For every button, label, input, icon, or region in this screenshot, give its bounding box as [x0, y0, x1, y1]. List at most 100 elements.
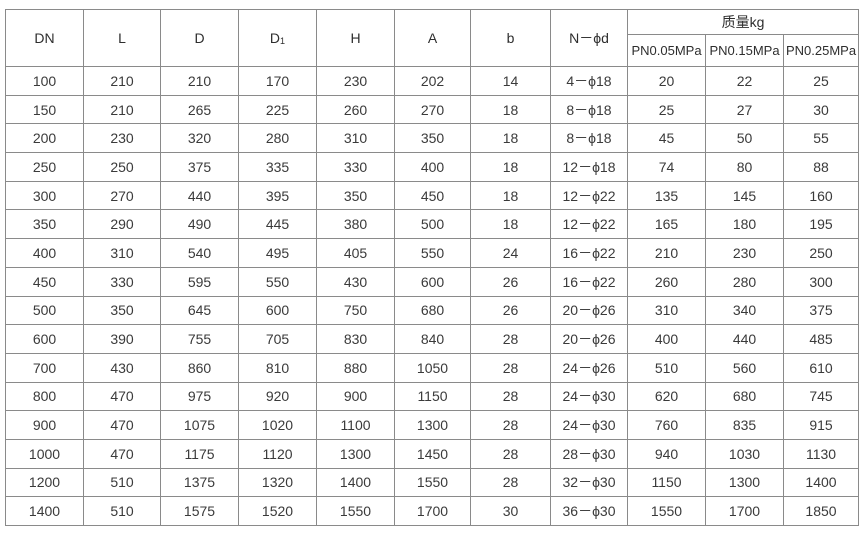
cell-mass-pn025: 610 — [782, 352, 860, 383]
header-dn: DN — [5, 9, 84, 67]
cell-dn: 1000 — [5, 438, 84, 469]
cell-l: 210 — [83, 66, 161, 96]
cell-b: 18 — [470, 180, 551, 211]
cell-d1: 550 — [238, 266, 317, 297]
table-row: 700 430 860 810 880 1050 28 24－ϕ26 510 560 610 — [5, 352, 860, 383]
cell-b: 28 — [470, 381, 551, 412]
cell-dn: 200 — [5, 123, 84, 154]
cell-bolt-holes: 24－ϕ26 — [550, 352, 628, 383]
cell-h: 830 — [316, 324, 395, 354]
cell-b: 18 — [470, 94, 551, 125]
cell-l: 510 — [83, 496, 161, 526]
cell-mass-pn005: 210 — [627, 238, 706, 268]
cell-mass-pn005: 940 — [627, 438, 706, 469]
cell-mass-pn005: 400 — [627, 324, 706, 354]
table-row: 300 270 440 395 350 450 18 12－ϕ22 135 145 160 — [5, 180, 860, 211]
cell-mass-pn015: 560 — [705, 352, 784, 383]
cell-dn: 150 — [5, 94, 84, 125]
cell-mass-pn005: 74 — [627, 152, 706, 182]
cell-l: 430 — [83, 352, 161, 383]
cell-bolt-holes: 28－ϕ30 — [550, 438, 628, 469]
cell-mass-pn015: 145 — [705, 180, 784, 211]
cell-dn: 450 — [5, 266, 84, 297]
cell-b: 26 — [470, 295, 551, 326]
cell-bolt-holes: 16－ϕ22 — [550, 266, 628, 297]
header-mass-group: 质量kg — [626, 9, 860, 35]
cell-h: 260 — [316, 94, 395, 125]
cell-mass-pn015: 22 — [705, 66, 784, 96]
cell-d: 320 — [160, 123, 239, 154]
cell-mass-pn005: 1550 — [627, 496, 706, 526]
header-mass-pn005: PN0.05MPa — [627, 34, 706, 67]
cell-dn: 900 — [5, 410, 84, 440]
cell-l: 330 — [83, 266, 161, 297]
cell-dn: 300 — [5, 180, 84, 211]
cell-dn: 1400 — [5, 496, 84, 526]
cell-bolt-holes: 12－ϕ22 — [550, 180, 628, 211]
cell-a: 1550 — [394, 467, 471, 498]
cell-a: 1300 — [394, 410, 471, 440]
cell-mass-pn025: 1130 — [782, 438, 860, 469]
cell-mass-pn005: 260 — [627, 266, 706, 297]
cell-h: 380 — [316, 209, 395, 240]
cell-mass-pn025: 1400 — [782, 467, 860, 498]
cell-mass-pn025: 250 — [782, 238, 860, 268]
cell-dn: 400 — [5, 238, 84, 268]
cell-mass-pn005: 620 — [627, 381, 706, 412]
header-h: H — [316, 9, 395, 67]
table-body: 100 210 210 170 230 202 14 4－ϕ18 20 22 25 150 210 265… — [5, 66, 860, 526]
table-row: 1400 510 1575 1520 1550 1700 30 36－ϕ30 1550 1700 1… — [5, 496, 860, 526]
cell-mass-pn015: 1030 — [705, 438, 784, 469]
cell-h: 1550 — [316, 496, 395, 526]
cell-mass-pn015: 1300 — [705, 467, 784, 498]
cell-dn: 350 — [5, 209, 84, 240]
cell-a: 680 — [394, 295, 471, 326]
cell-l: 390 — [83, 324, 161, 354]
cell-mass-pn025: 160 — [782, 180, 860, 211]
cell-mass-pn015: 80 — [705, 152, 784, 182]
cell-bolt-holes: 32－ϕ30 — [550, 467, 628, 498]
cell-mass-pn015: 280 — [705, 266, 784, 297]
cell-mass-pn015: 340 — [705, 295, 784, 326]
cell-mass-pn005: 165 — [627, 209, 706, 240]
cell-a: 1050 — [394, 352, 471, 383]
cell-l: 470 — [83, 438, 161, 469]
cell-d: 755 — [160, 324, 239, 354]
cell-d1: 495 — [238, 238, 317, 268]
cell-b: 24 — [470, 238, 551, 268]
cell-h: 405 — [316, 238, 395, 268]
table-row: 500 350 645 600 750 680 26 20－ϕ26 310 340 375 — [5, 295, 860, 326]
cell-mass-pn015: 1700 — [705, 496, 784, 526]
cell-mass-pn025: 300 — [782, 266, 860, 297]
cell-mass-pn005: 310 — [627, 295, 706, 326]
header-d1-label: D1 — [269, 30, 286, 46]
cell-mass-pn025: 1850 — [782, 496, 860, 526]
cell-l: 270 — [83, 180, 161, 211]
cell-b: 30 — [470, 496, 551, 526]
cell-mass-pn025: 195 — [782, 209, 860, 240]
cell-a: 1150 — [394, 381, 471, 412]
cell-dn: 600 — [5, 324, 84, 354]
header-bolt-holes: N－ϕd — [550, 9, 628, 67]
cell-mass-pn025: 745 — [782, 381, 860, 412]
cell-a: 840 — [394, 324, 471, 354]
cell-mass-pn025: 30 — [782, 94, 860, 125]
cell-bolt-holes: 20－ϕ26 — [550, 324, 628, 354]
table-row: 100 210 210 170 230 202 14 4－ϕ18 20 22 25 — [5, 66, 860, 96]
cell-mass-pn025: 375 — [782, 295, 860, 326]
cell-bolt-holes: 16－ϕ22 — [550, 238, 628, 268]
cell-b: 18 — [470, 123, 551, 154]
header-a: A — [394, 9, 471, 67]
table-row: 150 210 265 225 260 270 18 8－ϕ18 25 27 30 — [5, 94, 860, 125]
cell-d: 540 — [160, 238, 239, 268]
table-row: 350 290 490 445 380 500 18 12－ϕ22 165 180 195 — [5, 209, 860, 240]
cell-b: 14 — [470, 66, 551, 96]
cell-h: 880 — [316, 352, 395, 383]
cell-b: 28 — [470, 438, 551, 469]
cell-a: 550 — [394, 238, 471, 268]
header-subrow: PN0.05MPa PN0.15MPa PN0.25MPa — [6, 34, 860, 67]
cell-dn: 500 — [5, 295, 84, 326]
table-row: 450 330 595 550 430 600 26 16－ϕ22 260 280 300 — [5, 266, 860, 297]
cell-a: 500 — [394, 209, 471, 240]
cell-bolt-holes: 24－ϕ30 — [550, 381, 628, 412]
